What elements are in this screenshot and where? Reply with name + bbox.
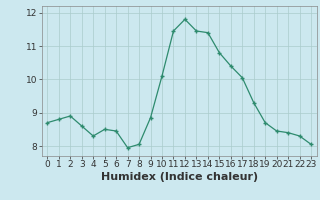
X-axis label: Humidex (Indice chaleur): Humidex (Indice chaleur) [100,172,258,182]
